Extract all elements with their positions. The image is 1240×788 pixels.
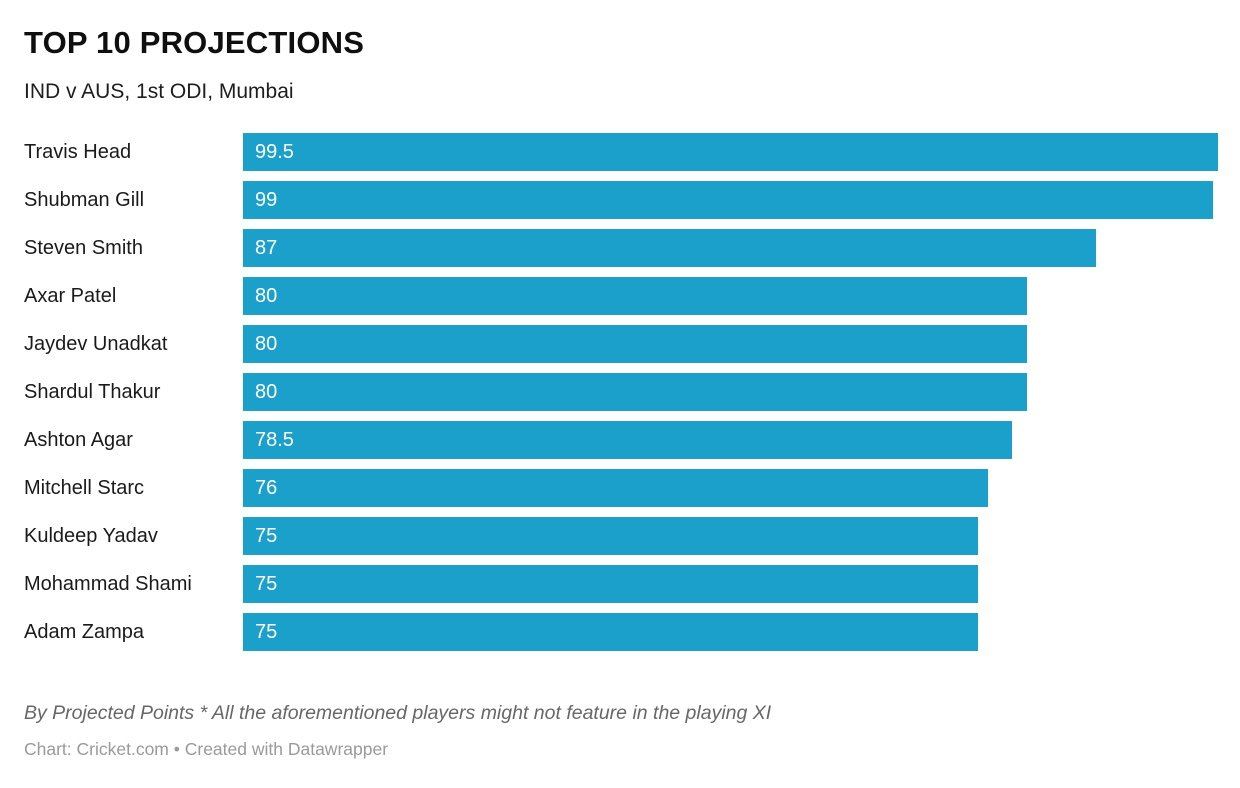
player-name-label: Axar Patel [24,284,117,307]
bar-value-label: 76 [255,476,278,499]
projection-bar: 87 [243,229,1096,268]
bar-track: 75 [243,565,1218,604]
player-name-label: Travis Head [24,140,132,163]
bar-value-label: 75 [255,524,278,547]
bar-value-label: 75 [255,620,278,643]
bar-track: 76 [243,469,1218,508]
player-name-label: Kuldeep Yadav [24,524,158,547]
bar-value-label: 78.5 [255,428,294,451]
chart-footnote: By Projected Points * All the aforementi… [24,702,772,725]
bar-row: Kuldeep Yadav 75 [24,512,1218,560]
bar-row: Mohammad Shami 75 [24,560,1218,608]
player-name-label: Adam Zampa [24,620,145,643]
bar-value-label: 87 [255,236,278,259]
bar-value-label: 80 [255,284,278,307]
bar-row: Steven Smith 87 [24,224,1218,272]
projection-bar: 80 [243,373,1027,412]
projection-bar: 75 [243,613,978,652]
player-name-label: Jaydev Unadkat [24,332,168,355]
chart-title: TOP 10 PROJECTIONS [24,25,365,60]
bar-track: 78.5 [243,421,1218,460]
bar-value-label: 80 [255,332,278,355]
bar-value-label: 99.5 [255,140,294,163]
bar-row: Shardul Thakur 80 [24,368,1218,416]
player-name-label: Steven Smith [24,236,143,259]
projection-bar: 75 [243,565,978,604]
projection-bar: 80 [243,277,1027,316]
projection-bar: 78.5 [243,421,1013,460]
player-name-label: Mohammad Shami [24,572,192,595]
bar-track: 80 [243,373,1218,412]
bar-track: 75 [243,517,1218,556]
bar-value-label: 75 [255,572,278,595]
chart-attribution: Chart: Cricket.com • Created with Datawr… [24,739,389,760]
projection-bar: 80 [243,325,1027,364]
bar-row: Ashton Agar 78.5 [24,416,1218,464]
bar-row: Mitchell Starc 76 [24,464,1218,512]
bar-row: Shubman Gill 99 [24,176,1218,224]
bar-row: Axar Patel 80 [24,272,1218,320]
bar-value-label: 99 [255,188,278,211]
projection-bar: 99.5 [243,133,1218,172]
bar-chart: Travis Head 99.5 Shubman Gill 99 Steven … [0,128,1240,656]
bar-track: 99 [243,181,1218,220]
bar-track: 99.5 [243,133,1218,172]
projection-bar: 75 [243,517,978,556]
player-name-label: Ashton Agar [24,428,133,451]
projection-bar: 99 [243,181,1214,220]
bar-row: Travis Head 99.5 [24,128,1218,176]
player-name-label: Shubman Gill [24,188,145,211]
bar-track: 75 [243,613,1218,652]
bar-track: 80 [243,277,1218,316]
player-name-label: Mitchell Starc [24,476,145,499]
chart-subtitle: IND v AUS, 1st ODI, Mumbai [24,80,294,104]
bar-row: Jaydev Unadkat 80 [24,320,1218,368]
chart-header: TOP 10 PROJECTIONS IND v AUS, 1st ODI, M… [0,0,1240,104]
player-name-label: Shardul Thakur [24,380,161,403]
bar-track: 87 [243,229,1218,268]
bar-row: Adam Zampa 75 [24,608,1218,656]
bar-track: 80 [243,325,1218,364]
projection-bar: 76 [243,469,988,508]
bar-value-label: 80 [255,380,278,403]
